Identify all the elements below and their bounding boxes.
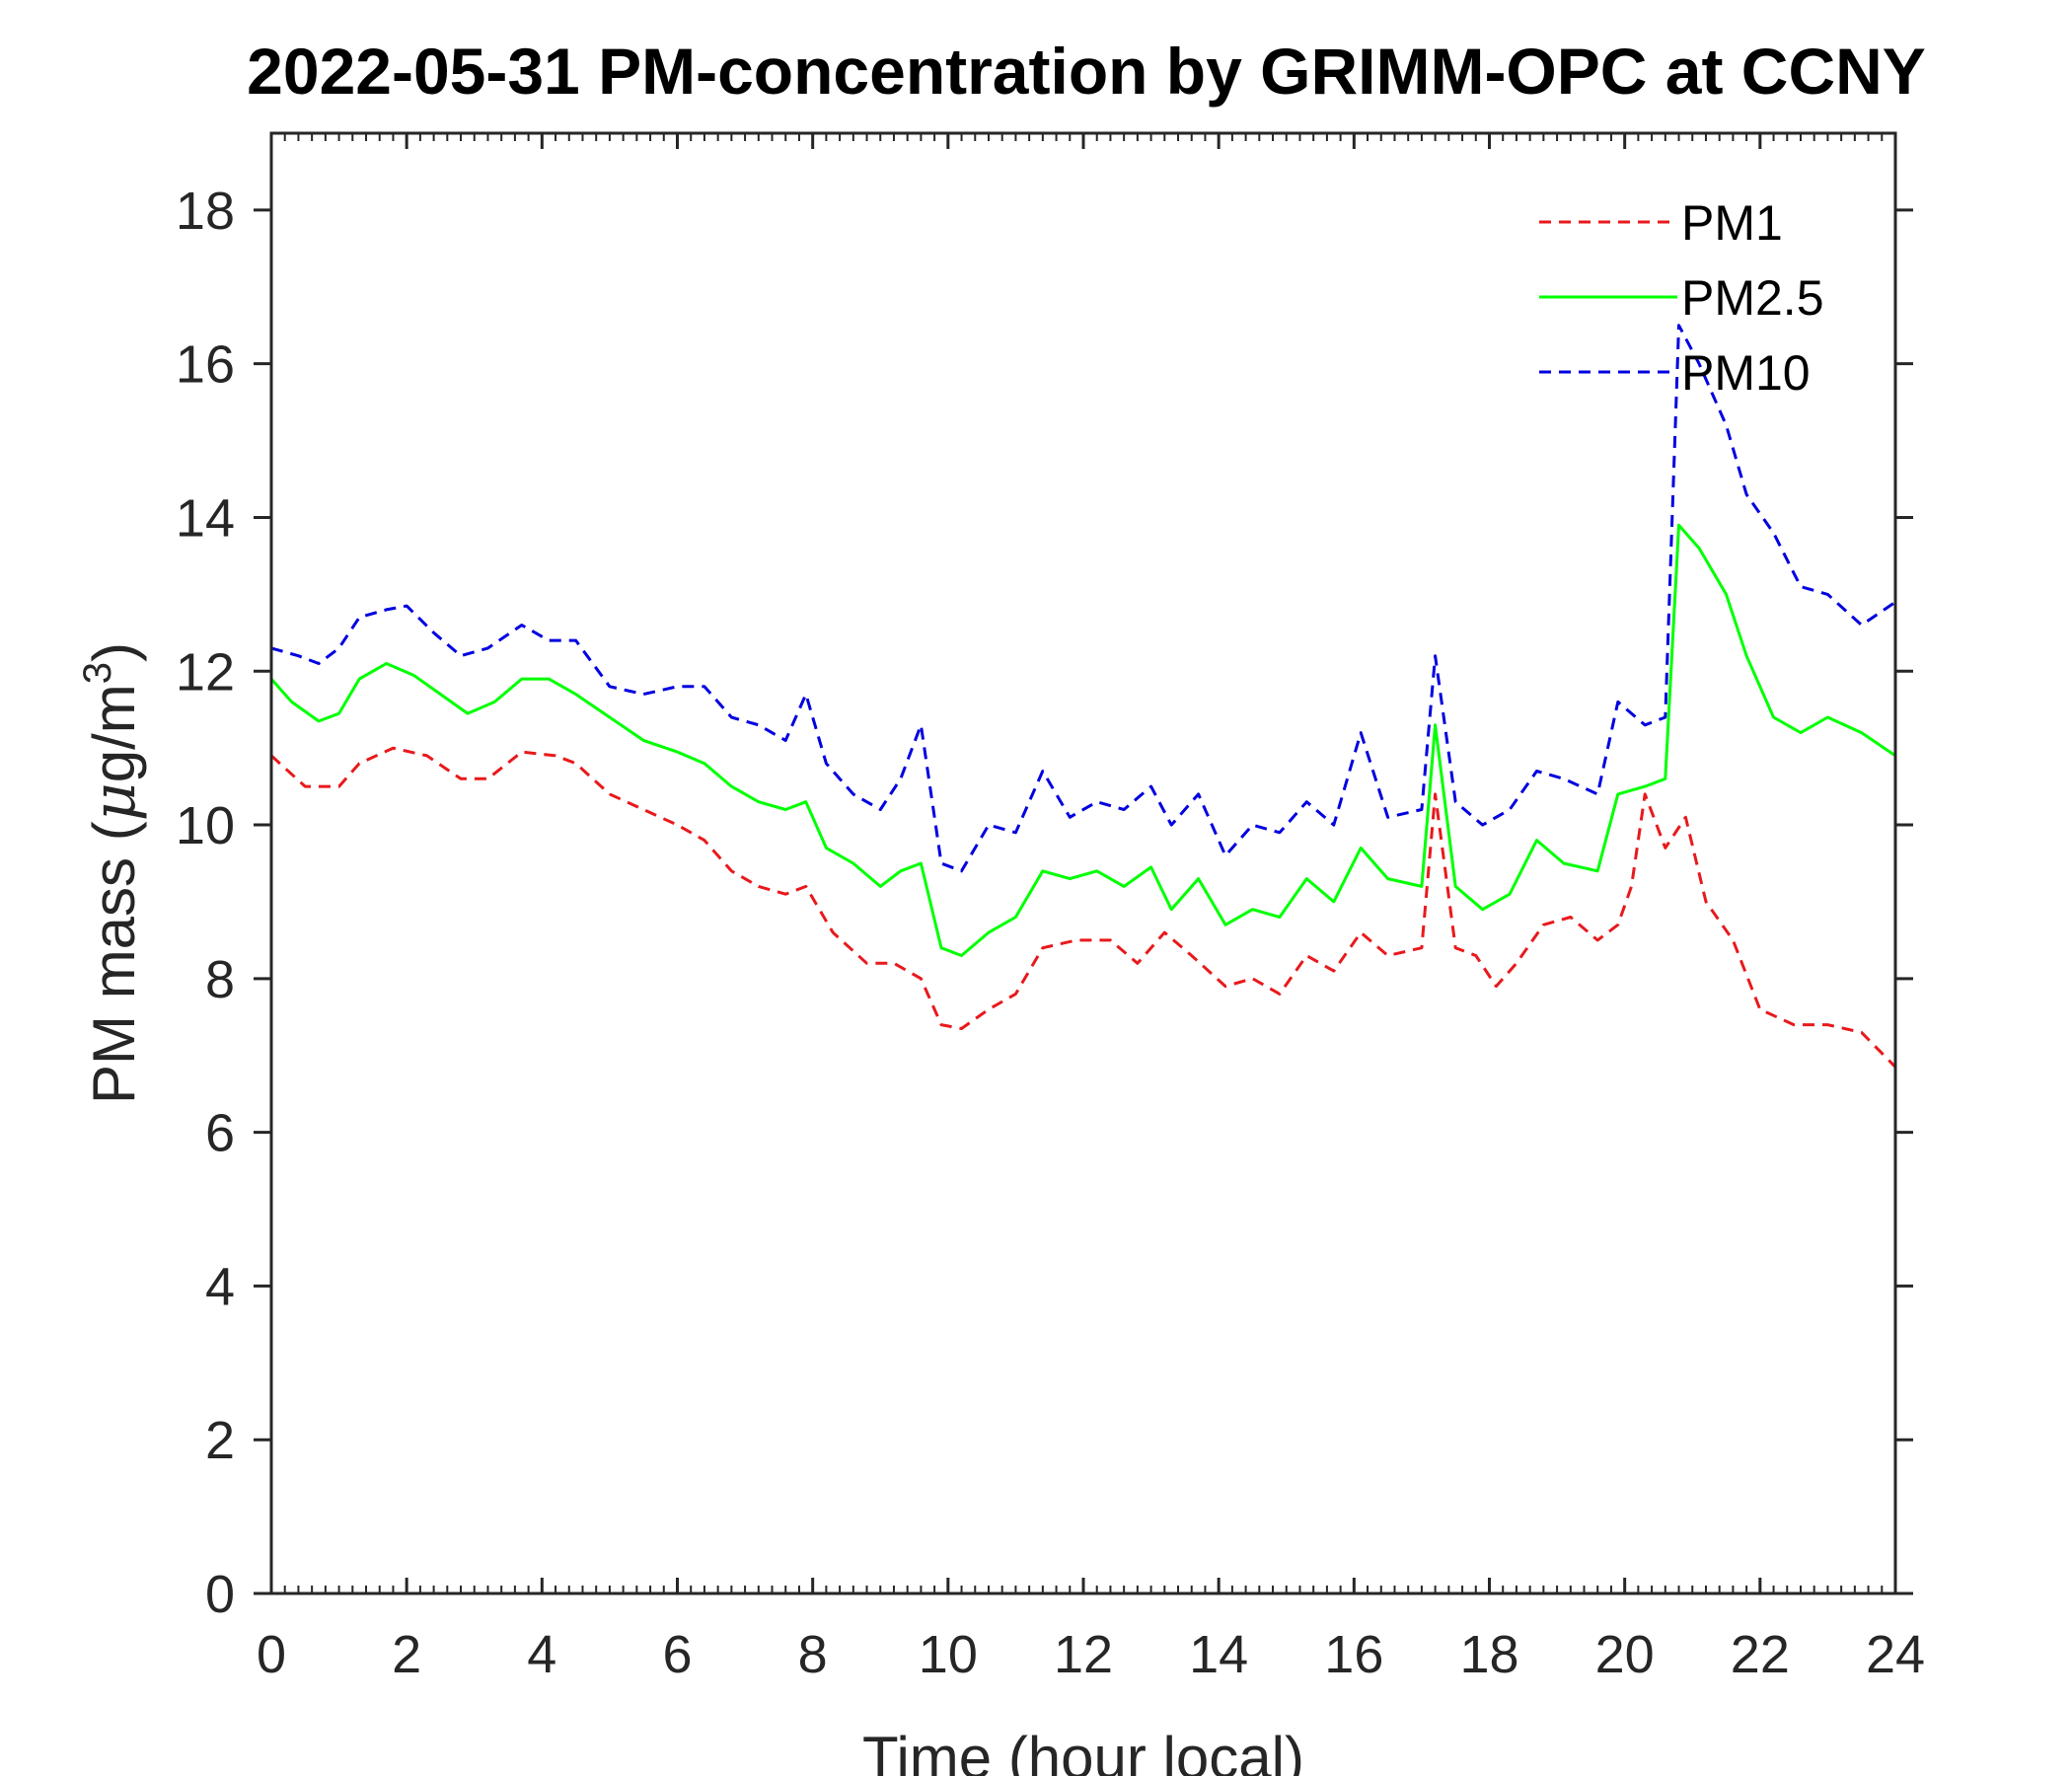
x-tick-label: 24 bbox=[1866, 1625, 1925, 1684]
x-tick-label: 8 bbox=[798, 1625, 828, 1684]
y-tick-label: 14 bbox=[176, 488, 235, 548]
y-axis-label-mu: μ bbox=[80, 782, 149, 821]
x-tick-labels: 0 2 4 6 8 10 12 14 16 18 20 22 24 bbox=[257, 1625, 1925, 1684]
series-line-pm10 bbox=[270, 324, 1896, 873]
x-tick-label: 2 bbox=[392, 1625, 421, 1684]
y-tick-label: 2 bbox=[205, 1411, 235, 1470]
x-tick-label: 18 bbox=[1459, 1625, 1518, 1684]
x-tick-label: 10 bbox=[919, 1625, 978, 1684]
y-axis-label-close: ) bbox=[81, 642, 147, 662]
y-tick-label: 18 bbox=[176, 182, 235, 241]
series-line-pm1 bbox=[269, 746, 1897, 1069]
legend-entry: PM2.5 bbox=[1681, 270, 1824, 326]
x-tick-label: 0 bbox=[257, 1625, 286, 1684]
y-tick-label: 0 bbox=[205, 1565, 235, 1624]
chart-title: 2022-05-31 PM-concentration by GRIMM-OPC… bbox=[247, 35, 1926, 108]
series-line-pm25 bbox=[269, 523, 1896, 957]
x-tick-label: 12 bbox=[1054, 1625, 1113, 1684]
y-ticks bbox=[254, 208, 1913, 1595]
y-axis-label-superscript: 3 bbox=[76, 662, 119, 684]
x-tick-label: 20 bbox=[1595, 1625, 1655, 1684]
x-tick-label: 6 bbox=[662, 1625, 692, 1684]
legend-entry: PM10 bbox=[1681, 345, 1811, 401]
y-tick-labels: 0 2 4 6 8 10 12 14 16 18 bbox=[176, 182, 235, 1624]
x-tick-label: 16 bbox=[1324, 1625, 1383, 1684]
x-tick-label: 22 bbox=[1731, 1625, 1790, 1684]
y-tick-label: 6 bbox=[205, 1104, 235, 1163]
y-tick-label: 10 bbox=[176, 796, 235, 855]
plot-area-frame bbox=[269, 131, 1897, 1595]
series-lines bbox=[269, 324, 1897, 1069]
y-axis-label-unit: g/m bbox=[81, 684, 147, 782]
x-tick-label: 14 bbox=[1189, 1625, 1248, 1684]
y-tick-label: 8 bbox=[205, 950, 235, 1009]
x-tick-label: 4 bbox=[527, 1625, 556, 1684]
y-tick-label: 16 bbox=[176, 335, 235, 395]
y-tick-label: 12 bbox=[176, 642, 235, 702]
x-axis-label: Time (hour local) bbox=[862, 1725, 1304, 1776]
y-axis-label-text: PM mass ( bbox=[81, 821, 147, 1104]
y-axis-label: PM mass (μg/m3) bbox=[76, 642, 149, 1104]
legend: PM1 PM2.5 PM10 bbox=[1539, 195, 1824, 401]
y-tick-label: 4 bbox=[205, 1257, 235, 1316]
legend-entry: PM1 bbox=[1681, 195, 1783, 251]
